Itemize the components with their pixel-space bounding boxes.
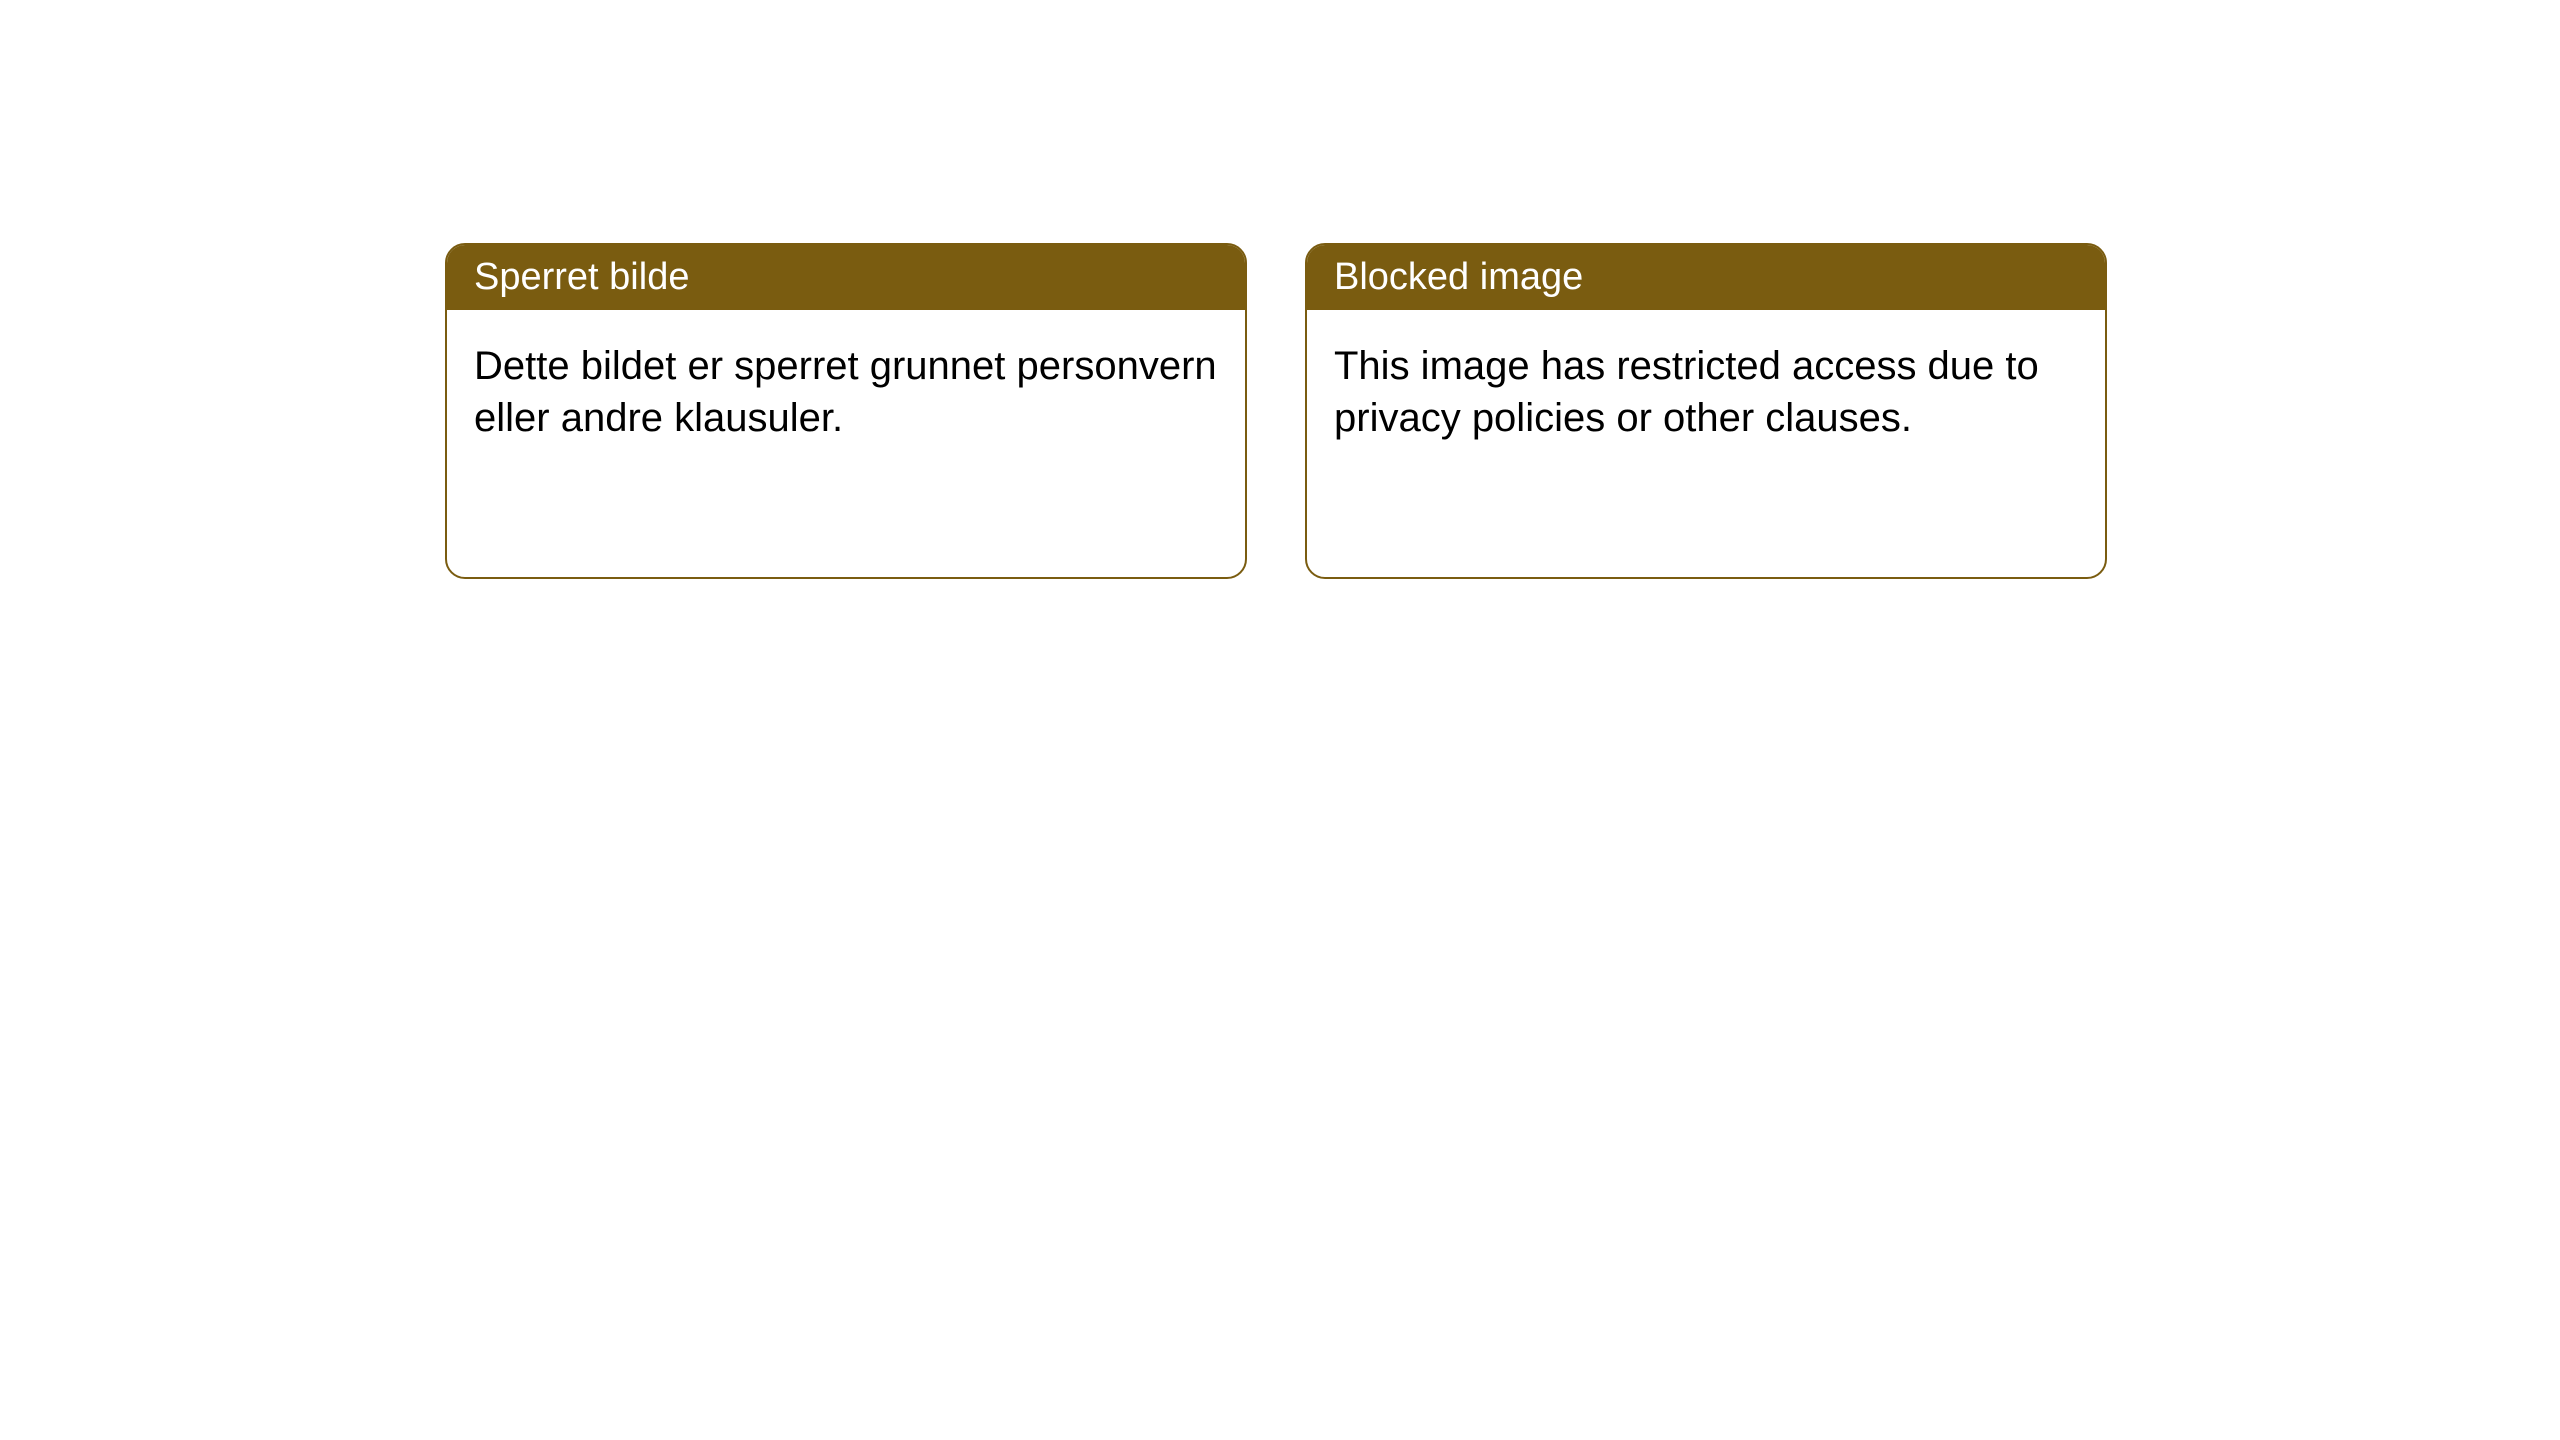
card-body-text-no: Dette bildet er sperret grunnet personve… (474, 344, 1217, 440)
card-body-no: Dette bildet er sperret grunnet personve… (447, 310, 1245, 474)
card-header-no: Sperret bilde (447, 245, 1245, 310)
card-title-no: Sperret bilde (474, 256, 689, 298)
blocked-image-card-no: Sperret bilde Dette bildet er sperret gr… (445, 243, 1247, 579)
card-container: Sperret bilde Dette bildet er sperret gr… (0, 0, 2560, 579)
card-title-en: Blocked image (1334, 256, 1583, 298)
blocked-image-card-en: Blocked image This image has restricted … (1305, 243, 2107, 579)
card-body-text-en: This image has restricted access due to … (1334, 344, 2039, 440)
card-header-en: Blocked image (1307, 245, 2105, 310)
card-body-en: This image has restricted access due to … (1307, 310, 2105, 474)
